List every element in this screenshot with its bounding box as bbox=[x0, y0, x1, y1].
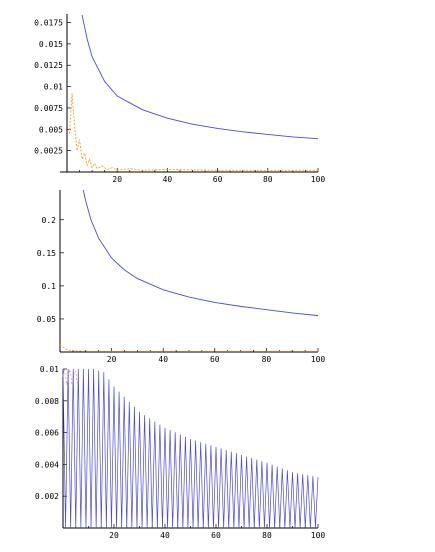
chart-panel-middle: 20 40 60 80 100 0.05 0.1 0.15 0.2 bbox=[37, 189, 326, 364]
y-tick-label: 0.0025 bbox=[34, 147, 63, 156]
x-tick-label: 60 bbox=[213, 175, 223, 184]
y-tick-label: 0.006 bbox=[35, 429, 59, 438]
y-tick-label: 0.01 bbox=[44, 83, 63, 92]
y-tick-label: 0.0125 bbox=[34, 61, 63, 70]
x-tick-label: 20 bbox=[107, 355, 117, 364]
y-tick-label: 0.002 bbox=[35, 492, 59, 501]
x-tick-label: 60 bbox=[211, 531, 221, 540]
series-line-1 bbox=[69, 93, 318, 171]
x-tick-label: 20 bbox=[112, 175, 122, 184]
x-tick-label: 40 bbox=[160, 531, 170, 540]
series-line-secondary bbox=[62, 368, 79, 386]
series-line-0 bbox=[62, 368, 319, 529]
x-tick-label: 60 bbox=[210, 355, 220, 364]
x-tick-label: 40 bbox=[158, 355, 168, 364]
y-tick-label: 0.008 bbox=[35, 397, 59, 406]
series-line-0 bbox=[81, 14, 319, 140]
y-tick-label: 0.15 bbox=[37, 249, 56, 258]
chart-panel-top: 20 40 60 80 100 0.0025 0.005 0.0075 0.01 0.0125 0.… bbox=[34, 14, 325, 184]
y-tick-label: 0.2 bbox=[42, 216, 57, 225]
chart-panel-bottom: 20 40 60 80 100 0.002 0.004 0.006 0.008 0.01 bbox=[35, 365, 326, 540]
x-tick-label: 100 bbox=[311, 355, 326, 364]
y-tick-label: 0.015 bbox=[39, 40, 63, 49]
series-line-1 bbox=[59, 344, 318, 352]
x-tick-label: 40 bbox=[163, 175, 173, 184]
x-tick-label: 80 bbox=[262, 531, 272, 540]
x-tick-label: 100 bbox=[311, 175, 326, 184]
series-line-0 bbox=[82, 189, 319, 317]
y-tick-label: 0.004 bbox=[35, 460, 59, 469]
y-tick-label: 0.0175 bbox=[34, 19, 63, 28]
y-tick-label: 0.1 bbox=[42, 282, 57, 291]
y-tick-label: 0.05 bbox=[37, 315, 56, 324]
y-tick-label: 0.0075 bbox=[34, 104, 63, 113]
y-tick-label: 0.005 bbox=[39, 125, 63, 134]
y-tick-label: 0.01 bbox=[40, 365, 59, 374]
x-tick-label: 80 bbox=[263, 175, 273, 184]
x-tick-label: 80 bbox=[262, 355, 272, 364]
x-tick-label: 100 bbox=[311, 531, 326, 540]
x-tick-label: 20 bbox=[109, 531, 119, 540]
